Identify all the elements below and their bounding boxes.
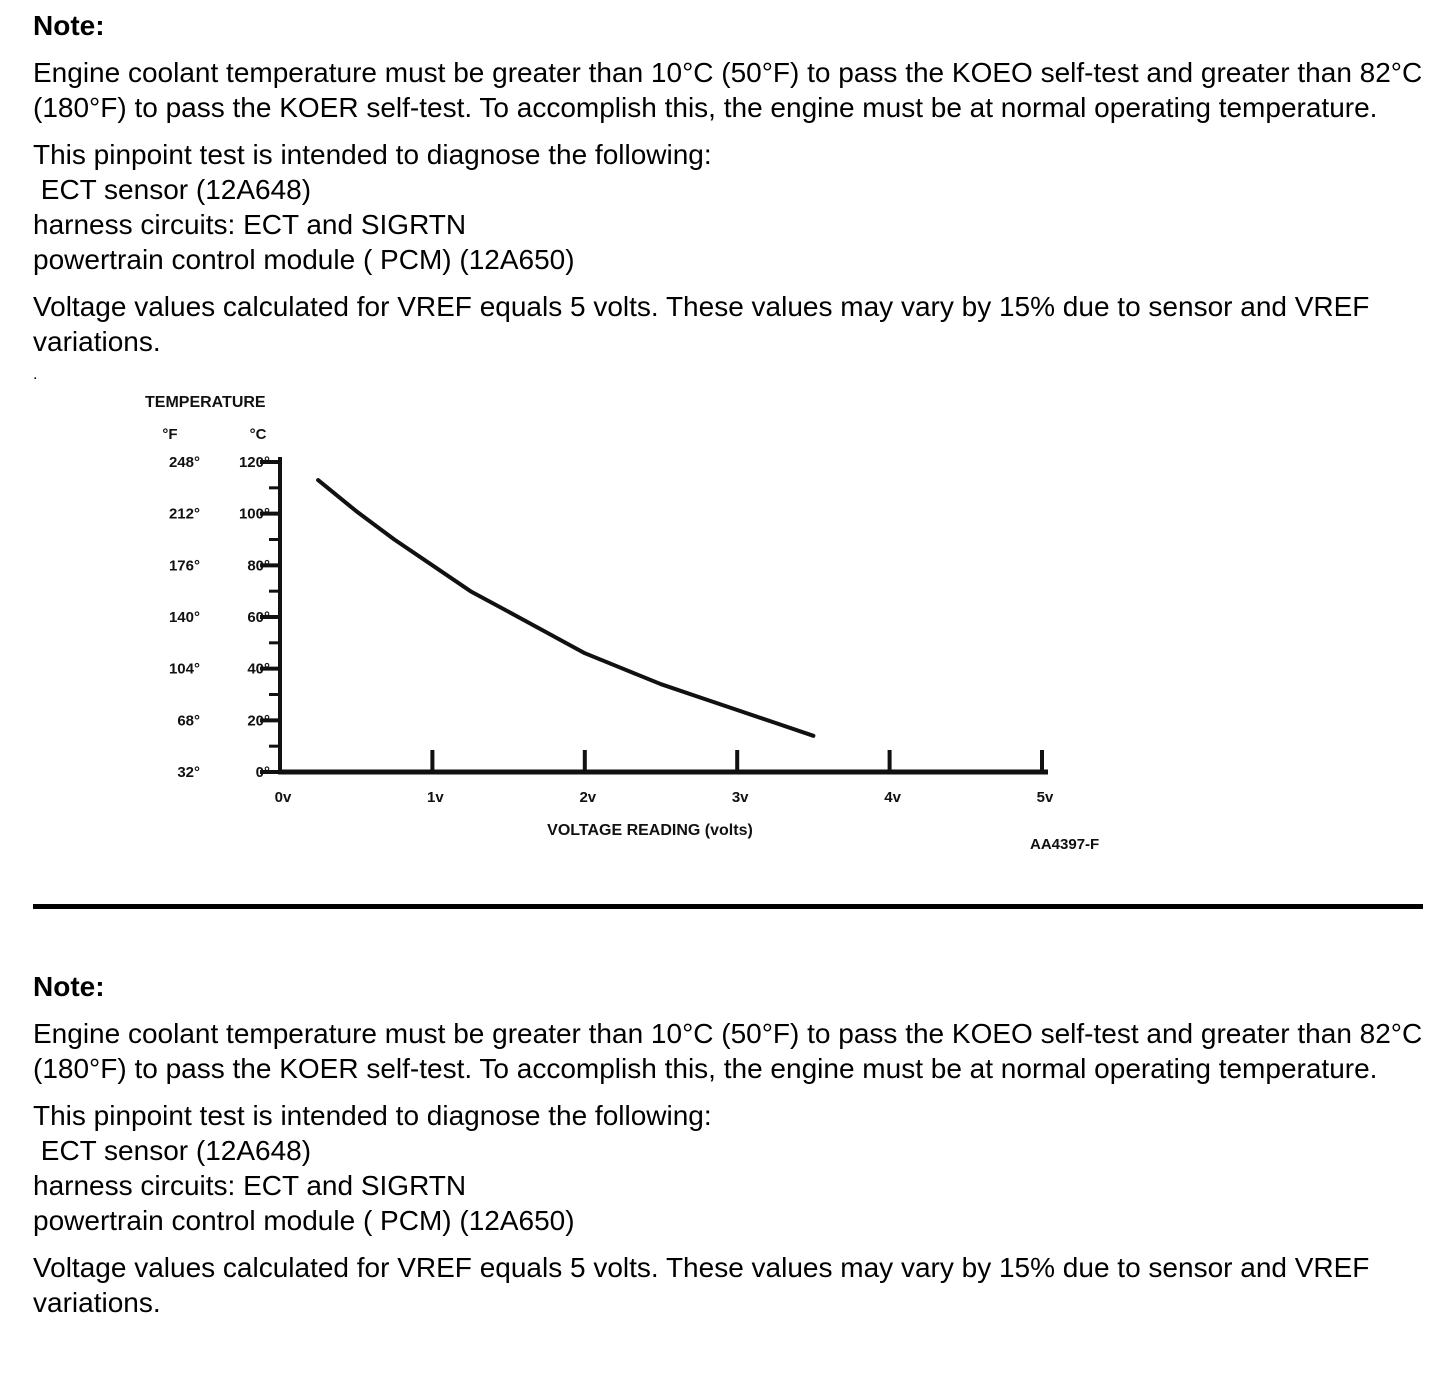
ytick-label-c: 60°: [247, 609, 270, 626]
note-paragraph-coolant: Engine coolant temperature must be great…: [33, 57, 1423, 123]
xtick-label: 5v: [1037, 789, 1054, 806]
vref-paragraph: Voltage values calculated for VREF equal…: [33, 291, 1370, 357]
pinpoint-intro: This pinpoint test is intended to diagno…: [33, 1100, 712, 1131]
diagnose-item-harness: harness circuits: ECT and SIGRTN: [33, 1170, 467, 1201]
diagnose-item-ect-sensor: ECT sensor (12A648): [33, 174, 312, 205]
ytick-label-f: 32°: [177, 764, 200, 781]
ytick-label-f: 176°: [169, 557, 200, 574]
note-paragraph-coolant: Engine coolant temperature must be great…: [33, 1018, 1423, 1084]
chart-title: TEMPERATURE: [145, 394, 266, 411]
ytick-label-c: 80°: [247, 557, 270, 574]
note-heading: Note:: [33, 971, 105, 1002]
unit-header-celsius: °C: [250, 426, 267, 443]
vref-paragraph: Voltage values calculated for VREF equal…: [33, 1252, 1370, 1318]
note-heading: Note:: [33, 10, 105, 41]
ytick-label-c: 40°: [247, 661, 270, 678]
xtick-label: 4v: [884, 789, 901, 806]
ytick-label-c: 0°: [256, 764, 270, 781]
temperature-voltage-curve: [316, 478, 816, 738]
figure-id: AA4397-F: [1030, 836, 1099, 853]
ytick-label-f: 104°: [169, 661, 200, 678]
xtick-label: 2v: [579, 789, 596, 806]
pinpoint-intro: This pinpoint test is intended to diagno…: [33, 139, 712, 170]
chart-canvas: TEMPERATURE °F °C 248° 120° 212° 100° 176° 80° 14…: [145, 394, 1099, 853]
stray-period: .: [33, 366, 38, 383]
xtick-label: 1v: [427, 789, 444, 806]
ytick-label-f: 212°: [169, 506, 200, 523]
ytick-label-c: 120°: [239, 454, 270, 471]
diagnose-item-pcm: powertrain control module ( PCM) (12A650…: [33, 244, 575, 275]
section-divider: [33, 904, 1423, 909]
diagnose-item-pcm: powertrain control module ( PCM) (12A650…: [33, 1205, 575, 1236]
note-section-bottom: Note: Engine coolant temperature must be…: [33, 969, 1423, 1320]
ytick-label-f: 248°: [169, 454, 200, 471]
ytick-label-c: 20°: [247, 712, 270, 729]
ytick-label-c: 100°: [239, 506, 270, 523]
ytick-label-f: 68°: [177, 712, 200, 729]
diagnose-item-harness: harness circuits: ECT and SIGRTN: [33, 209, 467, 240]
diagnose-item-ect-sensor: ECT sensor (12A648): [33, 1135, 312, 1166]
ytick-label-f: 140°: [169, 609, 200, 626]
note-section-top: Note: Engine coolant temperature must be…: [33, 8, 1423, 385]
document-page: Note: Engine coolant temperature must be…: [33, 8, 1423, 1320]
xtick-label: 3v: [732, 789, 749, 806]
x-axis-label: VOLTAGE READING (volts): [547, 822, 753, 839]
xtick-label: 0v: [275, 789, 292, 806]
ect-voltage-temperature-chart: TEMPERATURE °F °C 248° 120° 212° 100° 176° 80° 14…: [130, 387, 1423, 862]
unit-header-fahrenheit: °F: [162, 426, 177, 443]
